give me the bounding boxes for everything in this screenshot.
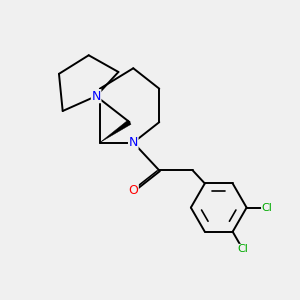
Text: O: O bbox=[128, 184, 138, 197]
Polygon shape bbox=[100, 120, 131, 142]
Text: N: N bbox=[129, 136, 138, 149]
Text: Cl: Cl bbox=[237, 244, 248, 254]
Text: Cl: Cl bbox=[262, 202, 272, 213]
Text: N: N bbox=[92, 90, 101, 103]
